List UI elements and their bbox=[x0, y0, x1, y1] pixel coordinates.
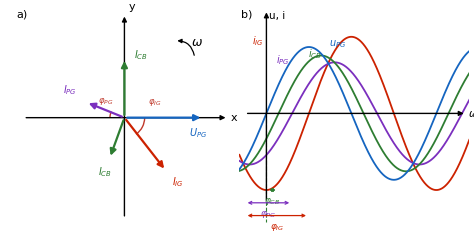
Text: $\varphi_{PG}$: $\varphi_{PG}$ bbox=[99, 96, 114, 107]
Text: $I_{CB}$: $I_{CB}$ bbox=[98, 165, 112, 179]
Text: $\omega$: $\omega$ bbox=[191, 36, 202, 49]
Text: $u_{PG}$: $u_{PG}$ bbox=[328, 38, 346, 50]
Text: $\varphi_{IG}$: $\varphi_{IG}$ bbox=[270, 222, 284, 233]
Text: $I_{PG}$: $I_{PG}$ bbox=[63, 84, 76, 97]
Text: $\varphi_{PG}$: $\varphi_{PG}$ bbox=[260, 209, 277, 220]
Text: b): b) bbox=[241, 10, 252, 20]
Text: $i_{IG}$: $i_{IG}$ bbox=[252, 34, 263, 48]
Text: x: x bbox=[230, 113, 237, 123]
Text: $i_{CB}$: $i_{CB}$ bbox=[308, 47, 322, 61]
Text: $\omega t$: $\omega t$ bbox=[468, 107, 474, 119]
Text: u, i: u, i bbox=[269, 11, 285, 21]
Text: y: y bbox=[128, 2, 135, 12]
Text: $I_{CB}$: $I_{CB}$ bbox=[134, 48, 148, 62]
Text: $U_{PG}$: $U_{PG}$ bbox=[190, 126, 208, 140]
Text: $I_{IG}$: $I_{IG}$ bbox=[172, 175, 183, 189]
Text: a): a) bbox=[17, 10, 28, 20]
Text: $\varphi_{CB}$: $\varphi_{CB}$ bbox=[264, 196, 281, 207]
Text: $i_{PG}$: $i_{PG}$ bbox=[276, 53, 290, 67]
Text: $\varphi_{IG}$: $\varphi_{IG}$ bbox=[148, 97, 162, 108]
